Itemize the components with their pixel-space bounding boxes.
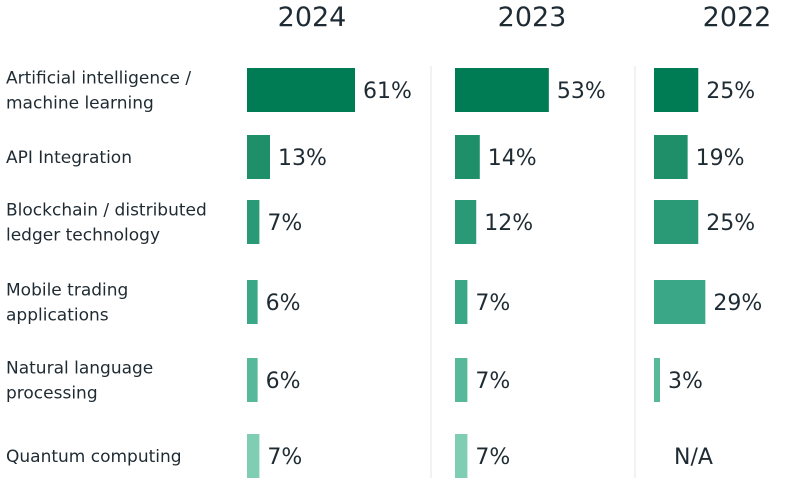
bar (247, 434, 260, 478)
category-label: Artificial intelligence / machine learnin… (6, 69, 191, 114)
data-label-na: N/A (674, 445, 713, 470)
data-label: 6% (266, 369, 301, 394)
bar (455, 68, 549, 112)
category-label: Natural language processing (6, 359, 153, 404)
data-label: 14% (488, 146, 537, 171)
data-label: 19% (696, 146, 745, 171)
data-label: 53% (557, 79, 606, 104)
category-label: API Integration (6, 148, 132, 168)
data-label: 6% (266, 291, 301, 316)
data-label: 12% (484, 211, 533, 236)
bar (247, 68, 355, 112)
bar (654, 135, 688, 179)
year-header: 2022 (703, 2, 772, 33)
bar (247, 200, 260, 244)
data-label: 7% (267, 211, 302, 236)
data-label: 7% (475, 369, 510, 394)
data-label: 7% (475, 291, 510, 316)
bar (247, 135, 271, 179)
category-label: Mobile trading applications (6, 281, 128, 326)
data-label: 13% (278, 146, 327, 171)
data-label: 25% (706, 211, 755, 236)
bar (654, 68, 699, 112)
year-header: 2023 (498, 2, 567, 33)
data-label: 3% (668, 369, 703, 394)
category-label: Blockchain / distributed ledger technolog… (6, 201, 207, 246)
bar (455, 200, 477, 244)
bar (247, 358, 258, 402)
bar (654, 200, 699, 244)
data-label: 61% (363, 79, 412, 104)
bar (654, 358, 660, 402)
bar (455, 358, 468, 402)
data-label: 7% (267, 445, 302, 470)
bar (455, 434, 468, 478)
bar (455, 280, 468, 324)
year-header: 2024 (278, 2, 347, 33)
bar (455, 135, 480, 179)
data-label: 29% (713, 291, 762, 316)
bar (247, 280, 258, 324)
data-label: 7% (475, 445, 510, 470)
bar (654, 280, 706, 324)
category-label: Quantum computing (6, 447, 182, 467)
data-label: 25% (706, 79, 755, 104)
